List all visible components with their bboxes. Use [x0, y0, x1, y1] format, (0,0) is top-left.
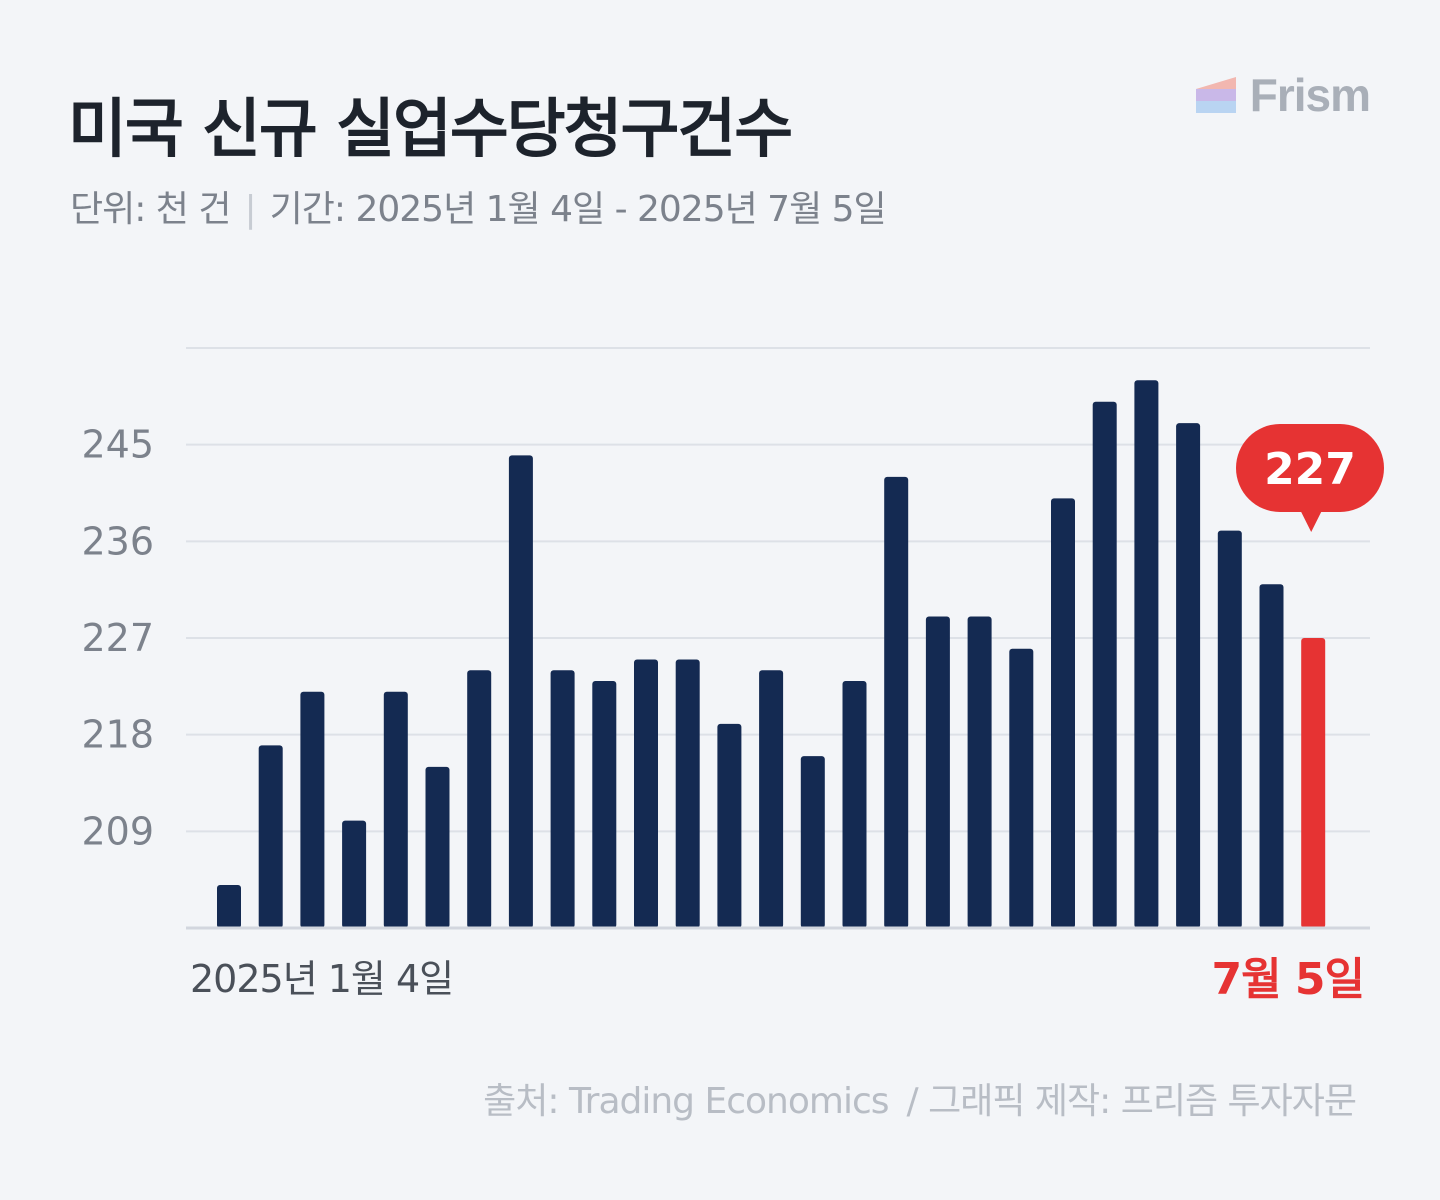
y-tick-label: 227 — [81, 616, 154, 660]
y-tick-label: 218 — [81, 713, 154, 757]
source-text: 출처: Trading Economics — [483, 1081, 889, 1122]
chart-title: 미국 신규 실업수당청구건수 — [68, 93, 793, 167]
bar — [1134, 380, 1159, 928]
bar — [842, 680, 867, 928]
callout-value: 227 — [1264, 444, 1356, 495]
y-tick-label: 245 — [81, 423, 154, 467]
bar — [217, 885, 241, 928]
bar — [759, 670, 784, 928]
credit-text: / 그래픽 제작: 프리즘 투자자문 — [906, 1081, 1357, 1122]
bar — [800, 756, 825, 928]
period-label: 기간: 2025년 1월 4일 - 2025년 7월 5일 — [269, 189, 887, 230]
bar — [1176, 423, 1201, 928]
bar — [884, 476, 909, 928]
chart-subtitle: 단위: 천 건 | 기간: 2025년 1월 4일 - 2025년 7월 5일 — [70, 180, 887, 232]
highlight-bar — [1301, 638, 1326, 928]
frism-logo: Frism — [1195, 68, 1371, 122]
bar — [300, 691, 325, 928]
bar — [425, 766, 450, 928]
bar — [925, 616, 950, 928]
bar-chart: 209 218 227 236 245 2025년 1월 4일 7월 5일 227 — [81, 347, 1384, 1005]
bar — [1259, 584, 1284, 928]
bar — [1217, 530, 1242, 928]
x-start-label: 2025년 1월 4일 — [190, 957, 453, 1001]
bar — [592, 680, 617, 928]
bar — [342, 820, 367, 928]
bar — [467, 670, 492, 928]
bar — [634, 659, 658, 928]
source-footer: 출처: Trading Economics / 그래픽 제작: 프리즘 투자자문 — [483, 1072, 1366, 1124]
y-tick-label: 209 — [81, 809, 154, 853]
bar — [508, 455, 533, 928]
bar — [1009, 648, 1034, 928]
bar — [383, 691, 408, 928]
bar — [258, 745, 283, 928]
callout-bubble — [1236, 424, 1384, 512]
frism-logo-icon — [1195, 77, 1236, 113]
bar — [1051, 498, 1075, 928]
bar — [967, 616, 992, 928]
bar — [675, 659, 700, 928]
bar — [550, 670, 575, 928]
y-tick-label: 236 — [81, 519, 154, 563]
bar — [717, 723, 742, 928]
unit-label: 단위: 천 건 — [70, 189, 231, 230]
subtitle-separator: | — [244, 189, 257, 230]
x-end-label: 7월 5일 — [1211, 954, 1364, 1005]
bar — [1092, 401, 1117, 928]
logo-text: Frism — [1249, 69, 1371, 121]
callout-pointer — [1299, 508, 1324, 532]
